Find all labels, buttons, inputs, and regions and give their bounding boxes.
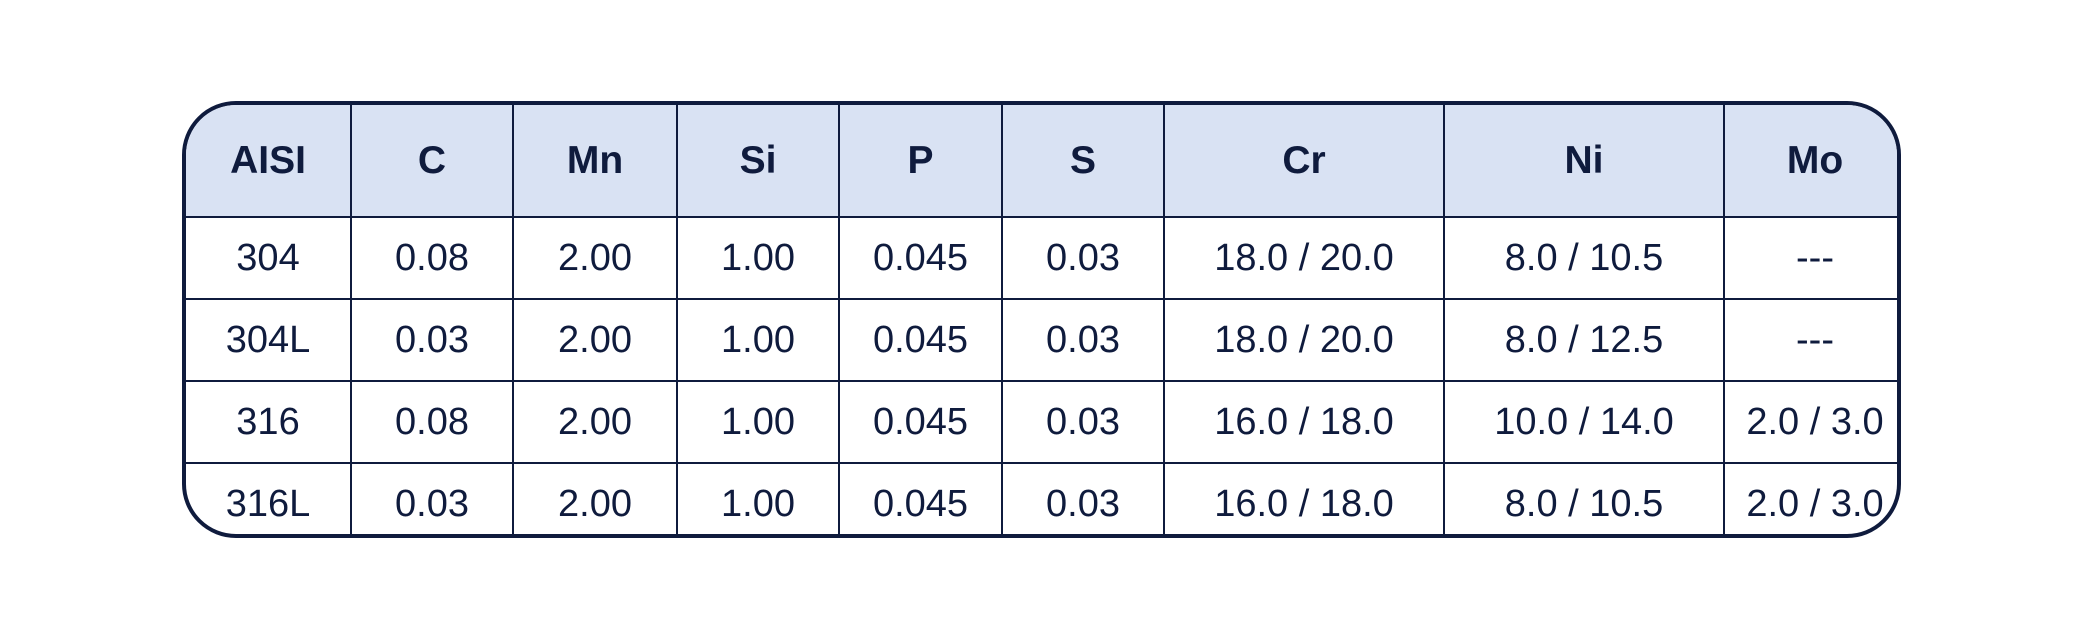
table-cell: 10.0 / 14.0: [1443, 380, 1725, 464]
table-cell: 2.0 / 3.0: [1723, 462, 1897, 534]
table-cell: 2.00: [512, 380, 678, 464]
table-cell: 304L: [186, 298, 352, 382]
table-cell: 0.03: [350, 462, 514, 534]
table-cell: 8.0 / 10.5: [1443, 462, 1725, 534]
table-cell: 16.0 / 18.0: [1163, 380, 1445, 464]
table-row: 304 0.08 2.00 1.00 0.045 0.03 18.0 / 20.0 8.0 /…: [186, 216, 1897, 300]
header-cell: S: [1001, 105, 1165, 218]
table-cell: 2.00: [512, 216, 678, 300]
table-body: 304 0.08 2.00 1.00 0.045 0.03 18.0 / 20.0 8.0 /…: [186, 216, 1897, 534]
table-cell: 8.0 / 10.5: [1443, 216, 1725, 300]
table-row: 316 0.08 2.00 1.00 0.045 0.03 16.0 / 18.0 10.0 …: [186, 380, 1897, 464]
header-cell: AISI: [186, 105, 352, 218]
table-cell: 0.045: [838, 298, 1003, 382]
table-cell: 0.03: [1001, 298, 1165, 382]
table-cell: 0.045: [838, 380, 1003, 464]
header-cell: P: [838, 105, 1003, 218]
table-cell: 18.0 / 20.0: [1163, 298, 1445, 382]
header-cell: Cr: [1163, 105, 1445, 218]
table-cell: 2.00: [512, 462, 678, 534]
table-cell: 1.00: [676, 298, 840, 382]
header-row: AISI C Mn Si P S Cr Ni Mo: [186, 105, 1897, 218]
table-cell: 18.0 / 20.0: [1163, 216, 1445, 300]
table-cell: 316L: [186, 462, 352, 534]
table-cell: 2.0 / 3.0: [1723, 380, 1897, 464]
header-cell: Ni: [1443, 105, 1725, 218]
header-cell: Mn: [512, 105, 678, 218]
header-cell: Si: [676, 105, 840, 218]
table-cell: 0.08: [350, 216, 514, 300]
header-cell: Mo: [1723, 105, 1897, 218]
table-cell: 1.00: [676, 216, 840, 300]
table-cell: 1.00: [676, 380, 840, 464]
table-cell: 304: [186, 216, 352, 300]
table-cell: 2.00: [512, 298, 678, 382]
table-cell: ---: [1723, 216, 1897, 300]
header-cell: C: [350, 105, 514, 218]
table-row: 304L 0.03 2.00 1.00 0.045 0.03 18.0 / 20.0 8.0 …: [186, 298, 1897, 382]
table-cell: 0.045: [838, 462, 1003, 534]
table-cell: 1.00: [676, 462, 840, 534]
table-cell: 0.03: [350, 298, 514, 382]
composition-table: AISI C Mn Si P S Cr Ni Mo 304 0.08 2.00 1.00 0.045 0.…: [186, 105, 1897, 534]
table-frame: AISI C Mn Si P S Cr Ni Mo 304 0.08 2.00 1.00 0.045 0.…: [182, 101, 1901, 538]
table-cell: 0.03: [1001, 462, 1165, 534]
table-cell: ---: [1723, 298, 1897, 382]
table-cell: 0.03: [1001, 216, 1165, 300]
table-cell: 316: [186, 380, 352, 464]
table-cell: 0.03: [1001, 380, 1165, 464]
table-cell: 8.0 / 12.5: [1443, 298, 1725, 382]
table-cell: 0.08: [350, 380, 514, 464]
table-cell: 0.045: [838, 216, 1003, 300]
table-cell: 16.0 / 18.0: [1163, 462, 1445, 534]
table-row: 316L 0.03 2.00 1.00 0.045 0.03 16.0 / 18.0 8.0 …: [186, 462, 1897, 534]
